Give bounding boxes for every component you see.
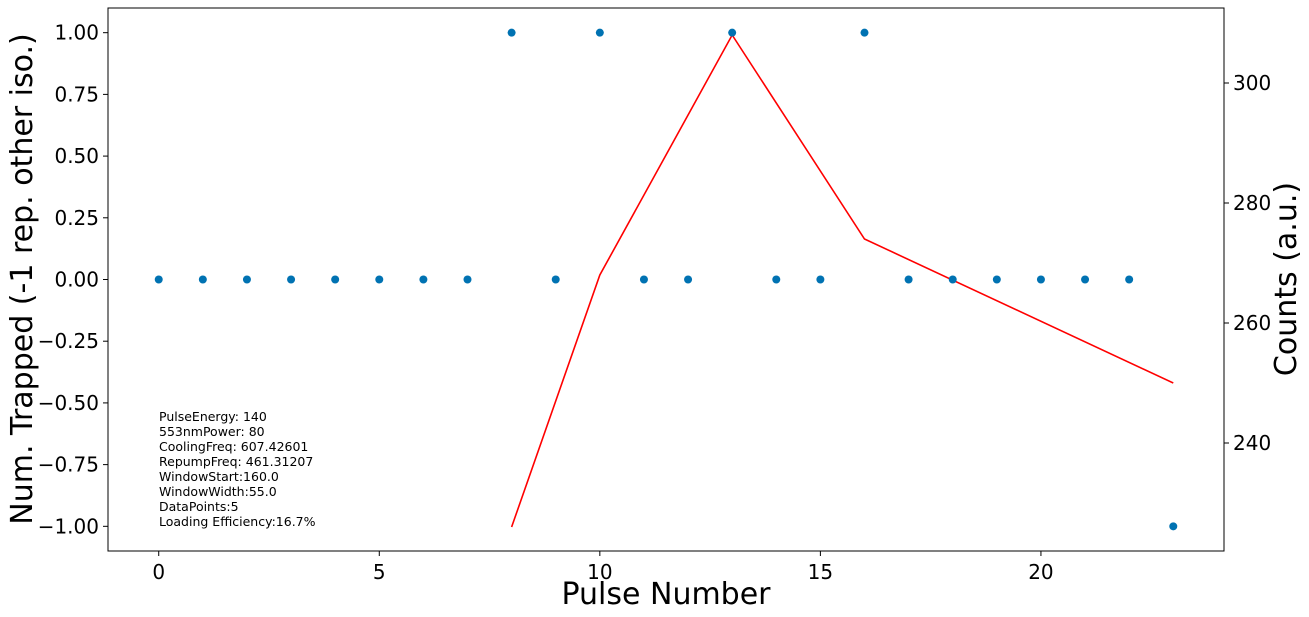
data-point [198,275,207,284]
data-point [1036,275,1045,284]
annotation-line: RepumpFreq: 461.31207 [159,454,313,469]
data-point [375,275,384,284]
data-point [992,275,1001,284]
data-point [551,275,560,284]
y2-tick-label: 260 [1233,311,1271,335]
y-tick-label: 0.00 [54,268,99,292]
data-point [860,28,869,37]
annotation-line: 553nmPower: 80 [159,424,265,439]
data-point [1125,275,1134,284]
y-axis-title: Num. Trapped (-1 rep. other iso.) [5,33,40,524]
x-tick-label: 0 [152,560,165,584]
data-point [154,275,163,284]
annotation-line: DataPoints:5 [159,499,239,514]
x-tick-label: 5 [373,560,386,584]
data-point [595,28,604,37]
data-point [948,275,957,284]
x-tick-label: 20 [1028,560,1053,584]
data-point [904,275,913,284]
y-tick-label: 0.75 [54,82,99,106]
data-point [816,275,825,284]
y-tick-label: −0.50 [38,391,99,415]
y-axis-left: 1.00 0.75 0.50 0.25 0.00 −0.25 −0.50 −0.75 −1.00 [38,21,108,538]
y2-tick-label: 240 [1233,431,1271,455]
x-axis: 0 5 10 15 20 [152,551,1054,584]
y2-axis-title: Counts (a.u.) [1269,182,1304,376]
data-point [331,275,340,284]
y-tick-label: 1.00 [54,21,99,45]
annotation-line: WindowWidth:55.0 [159,484,277,499]
y2-tick-label: 280 [1233,191,1271,215]
y-tick-label: 0.50 [54,144,99,168]
y-tick-label: 0.25 [54,206,99,230]
chart-marks [154,28,1178,531]
annotation-line: CoolingFreq: 607.42601 [159,439,308,454]
data-point [463,275,472,284]
data-point [507,28,516,37]
data-point [242,275,251,284]
x-axis-title: Pulse Number [561,577,771,612]
y-tick-label: −0.75 [38,453,99,477]
y-tick-label: −0.25 [38,329,99,353]
data-point [1169,522,1178,531]
annotation-line: WindowStart:160.0 [159,469,279,484]
y-axis-right: 240 260 280 300 [1224,71,1271,455]
y-tick-label: −1.00 [38,514,99,538]
data-point [684,275,693,284]
data-point [772,275,781,284]
y2-tick-label: 300 [1233,71,1271,95]
annotation-line: PulseEnergy: 140 [159,409,267,424]
data-point [639,275,648,284]
annotation-line: Loading Efficiency:16.7% [159,514,316,529]
data-point [728,28,737,37]
data-point [287,275,296,284]
x-tick-label: 10 [587,560,612,584]
data-point [419,275,428,284]
data-point [1081,275,1090,284]
x-tick-label: 15 [808,560,833,584]
